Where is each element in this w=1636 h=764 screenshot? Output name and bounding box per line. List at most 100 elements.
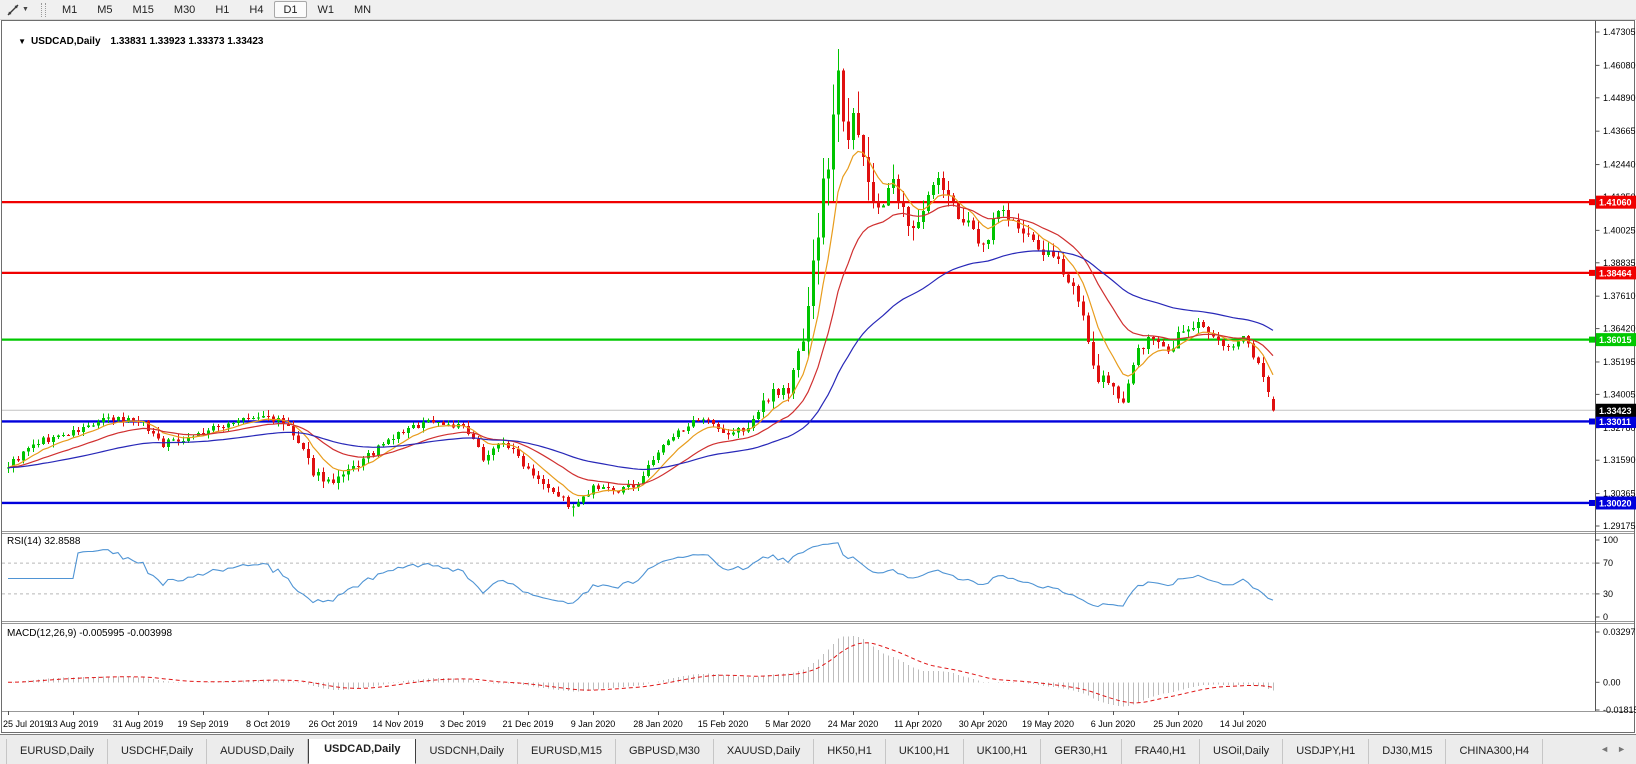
chart-title: ▼ USDCAD,Daily 1.33831 1.33923 1.33373 1.3… bbox=[7, 25, 263, 58]
svg-text:11 Apr 2020: 11 Apr 2020 bbox=[894, 719, 942, 729]
svg-text:30 Apr 2020: 30 Apr 2020 bbox=[959, 719, 1008, 729]
svg-text:19 Sep 2019: 19 Sep 2019 bbox=[177, 719, 228, 729]
svg-text:1.38835: 1.38835 bbox=[1603, 258, 1636, 268]
svg-text:26 Oct 2019: 26 Oct 2019 bbox=[308, 719, 357, 729]
chart-tab-bar: EURUSD,Daily USDCHF,Daily AUDUSD,Daily USDC… bbox=[0, 734, 1636, 764]
chart-tab-eurusd-m15[interactable]: EURUSD,M15 bbox=[518, 739, 616, 764]
macd-indicator-label: MACD(12,26,9) -0.005995 -0.003998 bbox=[7, 628, 173, 639]
svg-text:1.29175: 1.29175 bbox=[1603, 521, 1636, 531]
chart-tab-xauusd-daily[interactable]: XAUUSD,Daily bbox=[714, 739, 815, 764]
svg-text:3 Dec 2019: 3 Dec 2019 bbox=[440, 719, 486, 729]
svg-text:1.33423: 1.33423 bbox=[1599, 406, 1632, 416]
crosshair-cursor-icon bbox=[7, 4, 19, 15]
chart-tab-uk100-h1[interactable]: UK100,H1 bbox=[886, 739, 964, 764]
svg-text:0: 0 bbox=[1603, 612, 1608, 622]
chart-tab-dj30-m15[interactable]: DJ30,M15 bbox=[1369, 739, 1447, 764]
ma-slow-line[interactable] bbox=[7, 250, 1274, 471]
timeframe-button-M5[interactable]: M5 bbox=[97, 4, 113, 16]
chart-tab-gbpusd-m30[interactable]: GBPUSD,M30 bbox=[616, 739, 714, 764]
svg-text:1.31590: 1.31590 bbox=[1603, 455, 1636, 465]
timeframe-button-M15[interactable]: M15 bbox=[132, 4, 154, 16]
timeframe-buttons: M1 M5 M15 M30 H1 H4 D1 W1 MN bbox=[52, 1, 381, 18]
svg-text:0.00: 0.00 bbox=[1603, 677, 1621, 687]
rsi-line[interactable] bbox=[8, 542, 1274, 608]
svg-text:1.44890: 1.44890 bbox=[1603, 93, 1636, 103]
price-badge-1.38464: 1.38464 bbox=[1589, 266, 1636, 280]
price-axis-labels: 1.473051.460801.448901.436651.424401.412… bbox=[1595, 27, 1636, 531]
collapse-triangle-icon[interactable]: ▼ bbox=[18, 37, 27, 46]
chart-tab-usdjpy-h1[interactable]: USDJPY,H1 bbox=[1283, 739, 1370, 764]
svg-text:1.34005: 1.34005 bbox=[1603, 389, 1636, 399]
macd-signal-line[interactable] bbox=[7, 642, 1274, 704]
chart-tab-usdchf-daily[interactable]: USDCHF,Daily bbox=[108, 739, 208, 764]
timeframe-button-H1[interactable]: H1 bbox=[215, 4, 230, 16]
timeframe-button-H4[interactable]: H4 bbox=[249, 4, 264, 16]
timeframe-button-W1[interactable]: W1 bbox=[317, 4, 335, 16]
tab-scroll-left-icon[interactable]: ◄ bbox=[1600, 744, 1610, 754]
chart-tab-audusd-daily[interactable]: AUDUSD,Daily bbox=[207, 739, 309, 764]
tab-scroll-right-icon[interactable]: ► bbox=[1617, 744, 1626, 754]
svg-text:1.46080: 1.46080 bbox=[1603, 60, 1636, 70]
svg-text:9 Jan 2020: 9 Jan 2020 bbox=[571, 719, 616, 729]
timeframe-toolbar: ▼ M1 M5 M15 M30 H1 H4 D1 W1 MN bbox=[0, 0, 1636, 20]
svg-text:1.30365: 1.30365 bbox=[1603, 489, 1636, 499]
svg-text:-0.01815: -0.01815 bbox=[1603, 705, 1636, 715]
svg-text:15 Feb 2020: 15 Feb 2020 bbox=[698, 719, 749, 729]
svg-text:1.36420: 1.36420 bbox=[1603, 324, 1636, 334]
chart-symbol-label: USDCAD,Daily bbox=[31, 36, 101, 47]
ma-medium-line[interactable] bbox=[7, 204, 1274, 486]
svg-text:5 Mar 2020: 5 Mar 2020 bbox=[765, 719, 811, 729]
tab-scroll-arrows: ◄ ► bbox=[1590, 734, 1636, 764]
svg-text:1.42440: 1.42440 bbox=[1603, 160, 1636, 170]
svg-text:28 Jan 2020: 28 Jan 2020 bbox=[633, 719, 683, 729]
svg-text:1.33011: 1.33011 bbox=[1599, 417, 1631, 427]
chart-tab-china300-h4[interactable]: CHINA300,H4 bbox=[1446, 739, 1544, 764]
svg-text:70: 70 bbox=[1603, 558, 1613, 568]
svg-text:1.30020: 1.30020 bbox=[1599, 498, 1632, 508]
candlestick-series[interactable] bbox=[7, 49, 1275, 517]
svg-text:14 Jul 2020: 14 Jul 2020 bbox=[1220, 719, 1267, 729]
macd-axis-labels: 0.032972 0.00 -0.01815 bbox=[1595, 627, 1636, 715]
price-badge-1.36015: 1.36015 bbox=[1589, 333, 1636, 347]
svg-text:1.37610: 1.37610 bbox=[1603, 291, 1636, 301]
svg-text:31 Aug 2019: 31 Aug 2019 bbox=[113, 719, 164, 729]
chart-ohlc-values: 1.33831 1.33923 1.33373 1.33423 bbox=[110, 36, 264, 47]
timeframe-button-MN[interactable]: MN bbox=[354, 4, 372, 16]
chart-tab-ger30-h1[interactable]: GER30,H1 bbox=[1041, 739, 1122, 764]
rsi-indicator-label: RSI(14) 32.8588 bbox=[7, 536, 81, 547]
svg-text:1.38464: 1.38464 bbox=[1599, 268, 1632, 278]
svg-text:24 Mar 2020: 24 Mar 2020 bbox=[828, 719, 879, 729]
timeframe-button-M30[interactable]: M30 bbox=[173, 4, 196, 16]
chart-tabs: EURUSD,Daily USDCHF,Daily AUDUSD,Daily USDC… bbox=[0, 739, 1590, 764]
timeframe-button-M1[interactable]: M1 bbox=[61, 4, 78, 16]
chart-tab-uk100-h1[interactable]: UK100,H1 bbox=[964, 739, 1042, 764]
svg-text:1.36015: 1.36015 bbox=[1599, 335, 1632, 345]
svg-text:1.41060: 1.41060 bbox=[1599, 198, 1632, 208]
chart-tab-fra40-h1[interactable]: FRA40,H1 bbox=[1122, 739, 1200, 764]
rsi-axis-labels: 100 70 30 0 bbox=[1595, 535, 1618, 622]
toolbar-grip-separator bbox=[40, 2, 46, 17]
price-badge-1.41060: 1.41060 bbox=[1589, 195, 1636, 209]
svg-text:25 Jun 2020: 25 Jun 2020 bbox=[1153, 719, 1203, 729]
svg-text:21 Dec 2019: 21 Dec 2019 bbox=[502, 719, 553, 729]
svg-text:14 Nov 2019: 14 Nov 2019 bbox=[372, 719, 423, 729]
chart-tab-usdcnh-daily[interactable]: USDCNH,Daily bbox=[416, 739, 519, 764]
crosshair-tool-button[interactable]: ▼ bbox=[2, 1, 33, 19]
chart-tab-usdcad-daily[interactable]: USDCAD,Daily bbox=[308, 739, 417, 764]
ma-fast-line[interactable] bbox=[7, 150, 1274, 497]
svg-text:1.47305: 1.47305 bbox=[1603, 27, 1636, 37]
chart-tab-hk50-h1[interactable]: HK50,H1 bbox=[814, 739, 886, 764]
svg-text:1.43665: 1.43665 bbox=[1603, 126, 1636, 136]
svg-text:25 Jul 2019: 25 Jul 2019 bbox=[3, 719, 50, 729]
chart-tab-usoil-daily[interactable]: USOil,Daily bbox=[1200, 739, 1284, 764]
chart-tab-eurusd-daily[interactable]: EURUSD,Daily bbox=[6, 739, 108, 764]
svg-text:13 Aug 2019: 13 Aug 2019 bbox=[48, 719, 99, 729]
svg-text:30: 30 bbox=[1603, 589, 1613, 599]
svg-text:8 Oct 2019: 8 Oct 2019 bbox=[246, 719, 290, 729]
svg-text:1.35195: 1.35195 bbox=[1603, 357, 1636, 367]
timeframe-button-D1[interactable]: D1 bbox=[274, 1, 307, 18]
price-badge-1.33011: 1.33011 bbox=[1589, 414, 1636, 428]
